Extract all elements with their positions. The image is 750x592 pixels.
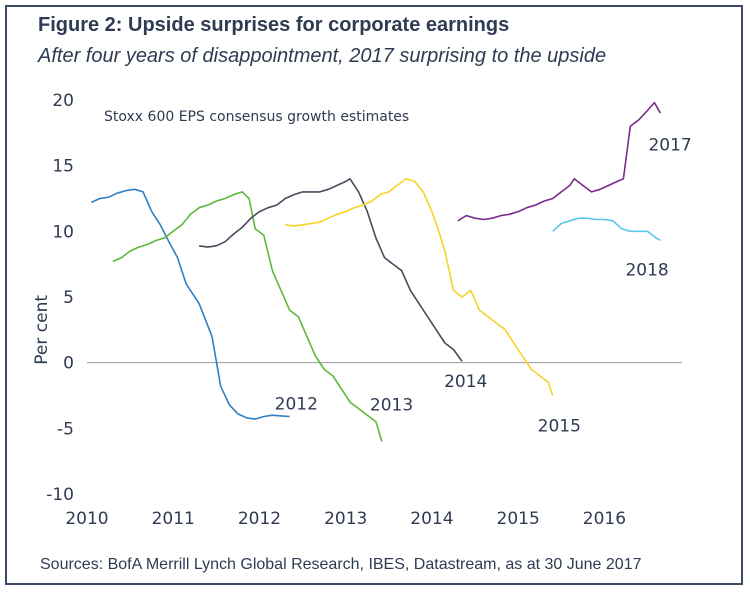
series-label-2015: 2015: [538, 417, 581, 437]
series-line-2014: [198, 178, 463, 362]
x-tick-label: 2014: [410, 509, 453, 529]
series-lines: [90, 101, 662, 442]
series-labels: 2012 2013 2014 2015 2017 2018: [275, 136, 692, 437]
chart-annotation: Stoxx 600 EPS consensus growth estimates: [104, 109, 409, 125]
x-tick-label: 2015: [497, 509, 540, 529]
series-label-2014: 2014: [444, 372, 487, 392]
series-label-2012: 2012: [275, 394, 318, 414]
x-tick-label: 2013: [324, 509, 367, 529]
y-tick-label: 10: [52, 222, 74, 242]
figure-frame: [5, 5, 743, 585]
y-tick-label: 15: [52, 157, 74, 177]
figure-title: Figure 2: Upside surprises for corporate…: [38, 14, 510, 36]
y-tick-label: 0: [63, 354, 74, 374]
y-tick-label: -10: [46, 485, 74, 505]
series-line-2012: [90, 188, 290, 420]
y-tick-label: 5: [63, 288, 74, 308]
x-tick-label: 2012: [238, 509, 281, 529]
series-line-2017: [457, 101, 662, 222]
y-axis-label: Per cent: [32, 295, 52, 365]
y-tick-label: -5: [57, 419, 74, 439]
series-line-2015: [285, 178, 554, 396]
x-tick-label: 2010: [65, 509, 108, 529]
series-line-2018: [552, 217, 661, 242]
y-axis-ticks: -10 -5 0 5 10 15 20: [46, 91, 74, 505]
x-tick-label: 2016: [583, 509, 626, 529]
series-label-2013: 2013: [370, 396, 413, 416]
series-line-2013: [112, 191, 383, 442]
x-axis-ticks: 2010 2011 2012 2013 2014 2015 2016: [65, 509, 626, 529]
x-tick-label: 2011: [152, 509, 195, 529]
series-label-2017: 2017: [648, 136, 691, 156]
figure-subtitle: After four years of disappointment, 2017…: [38, 45, 607, 67]
series-label-2018: 2018: [625, 260, 668, 280]
y-tick-label: 20: [52, 91, 74, 111]
source-note: Sources: BofA Merrill Lynch Global Resea…: [40, 556, 642, 573]
